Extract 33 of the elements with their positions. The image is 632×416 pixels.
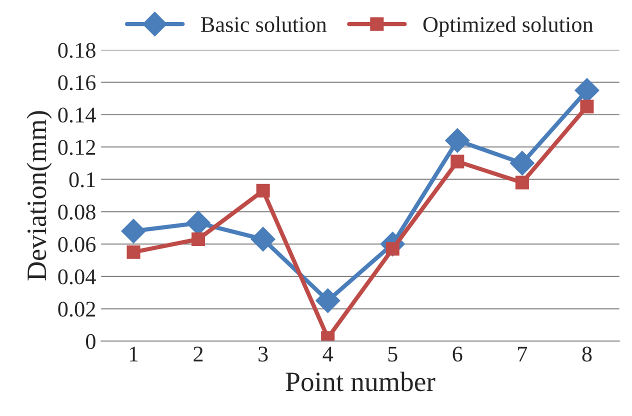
y-tick-label: 0.02 [58, 302, 96, 317]
y-axis-title: Deviation(mm) [26, 111, 52, 280]
point [250, 226, 276, 252]
y-tick-label: 0.16 [58, 75, 96, 90]
x-tick-label: 4 [322, 346, 334, 362]
x-tick-label: 6 [452, 346, 462, 362]
point [580, 100, 594, 114]
point [192, 232, 206, 246]
y-tick-label: 0.1 [69, 172, 95, 188]
x-tick-label: 8 [582, 346, 592, 362]
y-tick-label: 0.04 [58, 269, 96, 284]
x-tick-label: 2 [194, 346, 203, 362]
x-tick-label: 3 [258, 346, 268, 362]
point [126, 245, 140, 259]
point [316, 288, 340, 313]
x-axis-title: Point number [286, 372, 436, 392]
legend-label: Basic solution [201, 16, 327, 32]
point [450, 154, 464, 168]
point [515, 176, 529, 190]
point [121, 218, 146, 244]
y-tick-label: 0.08 [58, 204, 96, 220]
point [445, 128, 470, 153]
point [510, 150, 534, 176]
legend-label: Optimized solution [423, 16, 594, 37]
x-tick-label: 5 [388, 346, 398, 362]
x-tick-label: 1 [130, 346, 138, 362]
y-tick-label: 0 [86, 334, 96, 350]
x-tick-label: 7 [518, 346, 528, 362]
y-tick-label: 0.18 [58, 42, 96, 58]
y-tick-label: 0.12 [58, 140, 96, 156]
y-tick-label: 0.06 [58, 236, 96, 252]
point [256, 184, 270, 198]
y-tick-label: 0.14 [58, 108, 96, 123]
